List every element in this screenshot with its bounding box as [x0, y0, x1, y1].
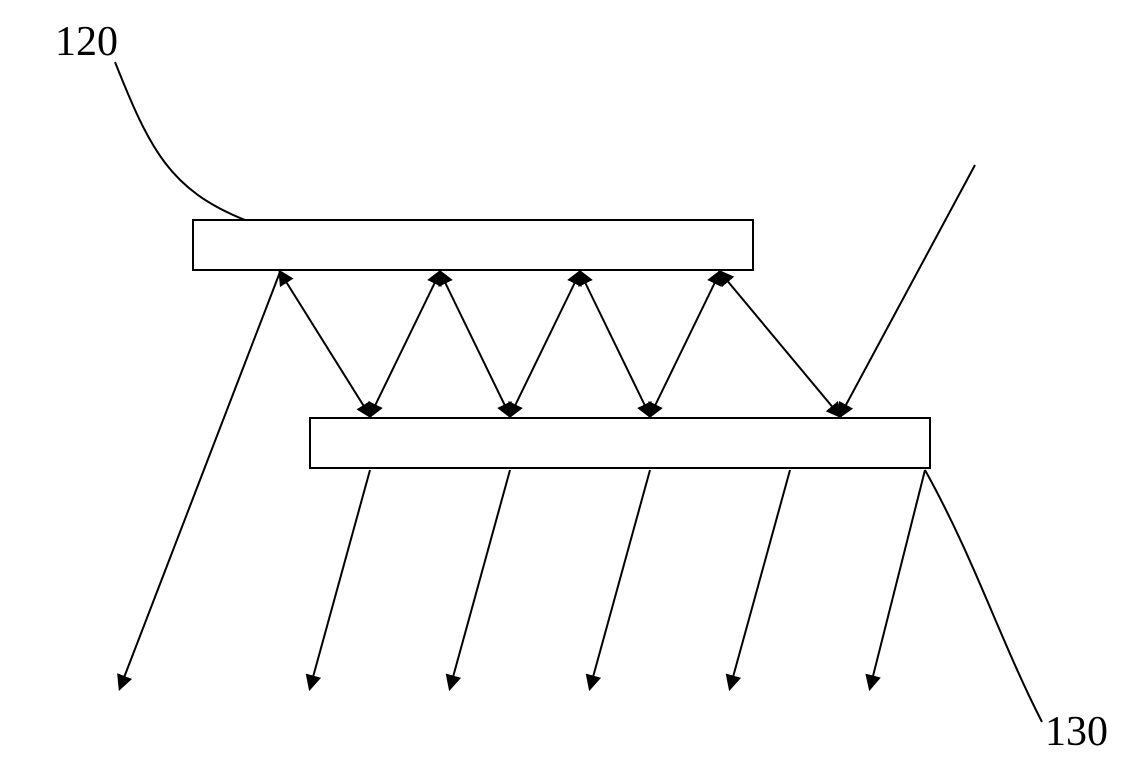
zigzag-up-3 — [720, 272, 840, 416]
leader-bottom — [925, 470, 1042, 722]
transmitted-ray-2 — [590, 470, 650, 688]
zigzag-up-2 — [580, 272, 650, 416]
upper-rect — [193, 220, 753, 270]
long-reflection — [120, 272, 280, 688]
transmitted-ray-0 — [310, 470, 370, 688]
zigzag-up-1 — [440, 272, 510, 416]
incoming-ray — [840, 165, 975, 416]
transmitted-ray-4 — [870, 470, 925, 688]
transmitted-ray-3 — [730, 470, 790, 688]
lower-rect — [310, 418, 930, 468]
label-130: 130 — [1045, 709, 1108, 755]
leader-top — [115, 62, 245, 220]
zigzag-up-0 — [280, 272, 370, 416]
zigzag-down-1 — [370, 272, 440, 416]
label-120: 120 — [55, 19, 118, 65]
diagram-canvas: 120 130 — [0, 0, 1138, 768]
zigzag-down-3 — [650, 272, 720, 416]
transmitted-ray-1 — [450, 470, 510, 688]
zigzag-down-2 — [510, 272, 580, 416]
